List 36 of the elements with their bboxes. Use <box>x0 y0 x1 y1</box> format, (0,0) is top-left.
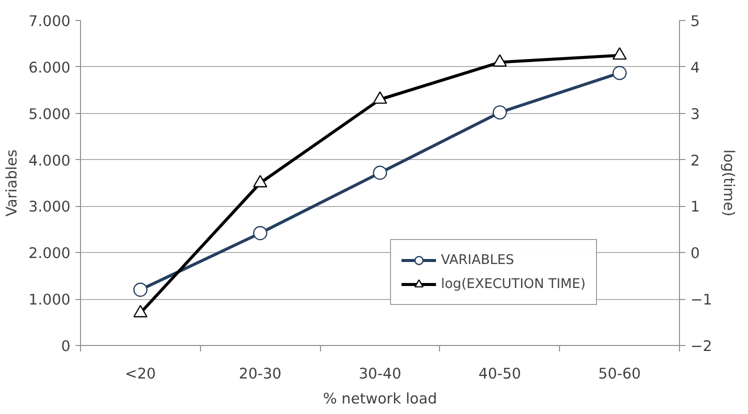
y-axis-title: Variables <box>4 150 21 216</box>
x-tick-label: 50-60 <box>598 366 641 382</box>
y-tick-label: 1.000 <box>28 292 71 309</box>
x-tick-label: <20 <box>124 366 156 382</box>
y2-tick-label: −1 <box>690 292 712 309</box>
y2-tick-label: 1 <box>690 198 700 216</box>
point <box>612 66 627 80</box>
y-tick-label: 0 <box>61 338 71 355</box>
point <box>372 166 388 180</box>
y2-tick-label: 0 <box>690 245 700 262</box>
point <box>133 282 148 297</box>
legend-label: VARIABLES <box>441 252 514 268</box>
y-tick-label: 2.000 <box>28 245 71 262</box>
point <box>133 304 148 318</box>
y-tick-label: 3.000 <box>28 198 71 216</box>
point <box>492 105 507 120</box>
y2-tick-label: −2 <box>690 338 712 355</box>
point <box>253 226 268 240</box>
y2-tick-label: 3 <box>690 106 700 123</box>
point <box>253 174 268 188</box>
point <box>612 47 627 60</box>
legend-label: log(EXECUTION TIME) <box>441 276 586 292</box>
x-tick-label: 20-30 <box>238 366 282 382</box>
point <box>492 54 507 67</box>
y-tick-label: 5.000 <box>28 106 71 123</box>
point <box>372 91 388 104</box>
y-tick-label: 4.000 <box>28 152 71 170</box>
x-axis-title: % network load <box>322 390 438 408</box>
y2-tick-label: 5 <box>690 13 700 30</box>
y2-tick-label: 4 <box>690 59 700 76</box>
y2-axis-title: log(time) <box>720 150 738 216</box>
y-tick-label: 7.000 <box>28 13 71 30</box>
y2-tick-label: 2 <box>690 152 700 170</box>
y-tick-label: 6.000 <box>28 59 71 76</box>
x-tick-label: 30-40 <box>358 366 402 382</box>
x-tick-label: 40-50 <box>478 366 522 382</box>
